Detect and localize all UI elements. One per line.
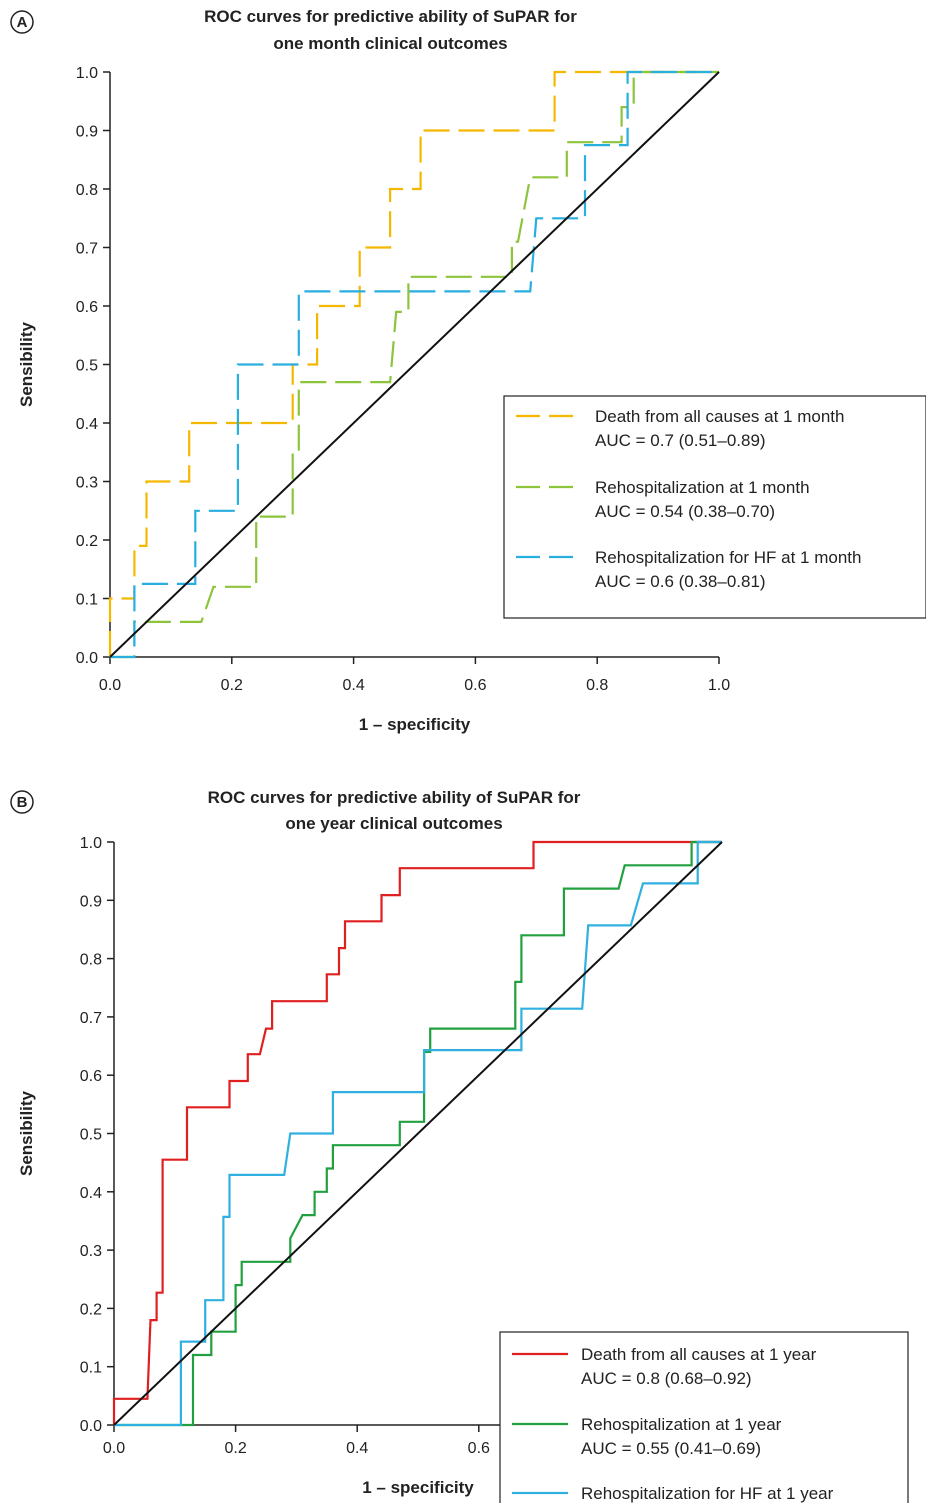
y-tick-label: 0.7 [80,1010,102,1027]
roc-curve-series-2 [114,840,722,1427]
y-tick-label: 0.5 [80,1127,102,1144]
y-tick-label: 0.7 [76,241,98,258]
legend-auc-label: AUC = 0.7 (0.51–0.89) [595,431,766,450]
y-tick-label: 0.2 [76,533,98,550]
x-axis-label: 1 – specificity [359,715,471,734]
y-tick-label: 0.1 [76,592,98,609]
legend-auc-label: AUC = 0.8 (0.68–0.92) [581,1369,752,1388]
chart-title: ROC curves for predictive ability of SuP… [204,7,577,53]
legend-auc-label: AUC = 0.6 (0.38–0.81) [595,572,766,591]
chart-panel-b: B ROC curves for predictive ability of Su… [10,788,909,1503]
legend-series-name: Rehospitalization at 1 month [595,478,810,497]
roc-curve-series-3 [110,70,719,659]
roc-curve-series-2 [110,70,719,659]
y-tick-label: 0.8 [76,182,98,199]
reference-diagonal-line [109,71,720,658]
legend-entry: Rehospitalization at 1 month AUC = 0.54 (… [516,478,810,521]
legend-entry: Rehospitalization at 1 year AUC = 0.55 (0… [512,1415,782,1458]
legend-auc-label: AUC = 0.55 (0.41–0.69) [581,1439,761,1458]
legend-box [499,1331,909,1503]
reference-diagonal-line [113,841,723,1426]
panel-letter: A [17,14,28,31]
x-axis-label: 1 – specificity [362,1478,474,1497]
legend-box [503,395,926,619]
y-tick-label: 1.0 [80,835,102,852]
y-tick-label: 0.6 [76,299,98,316]
y-axis-label: Sensibility [17,1090,36,1176]
y-tick-label: 0.8 [80,952,102,969]
y-tick-label: 0.1 [80,1360,102,1377]
legend-entry: Death from all causes at 1 month AUC = 0.… [516,407,844,450]
chart-title-line: ROC curves for predictive ability of SuP… [204,7,577,26]
legend-series-name: Rehospitalization for HF at 1 year [581,1484,834,1503]
x-tick-label: 0.8 [586,677,608,694]
y-tick-label: 0.6 [80,1068,102,1085]
roc-curve-series-1 [112,840,722,1425]
chart-title-line: one year clinical outcomes [285,814,502,833]
y-tick-label: 0.3 [76,475,98,492]
chart-panel-a: A ROC curves for predictive ability of Su… [10,7,926,734]
roc-curve-series-1 [108,70,719,657]
x-tick-label: 0.2 [224,1440,246,1457]
legend-series-name: Death from all causes at 1 year [581,1345,817,1364]
x-tick-label: 0.6 [468,1440,490,1457]
y-tick-label: 0.9 [80,893,102,910]
panel-label: A [10,10,34,34]
legend-entry: Rehospitalization for HF at 1 month AUC =… [516,548,861,591]
chart-title-line: ROC curves for predictive ability of SuP… [208,788,581,807]
legend-entry: Death from all causes at 1 year AUC = 0.8… [512,1345,817,1388]
y-tick-label: 0.2 [80,1301,102,1318]
panel-label: B [10,790,34,814]
y-tick-label: 0.4 [80,1185,102,1202]
y-tick-label: 0.0 [76,650,98,667]
x-tick-label: 0.2 [221,677,243,694]
legend-series-name: Rehospitalization at 1 year [581,1415,782,1434]
y-tick-label: 1.0 [76,65,98,82]
x-tick-label: 0.4 [342,677,364,694]
x-tick-label: 0.0 [99,677,121,694]
y-tick-label: 0.5 [76,358,98,375]
y-tick-label: 0.4 [76,416,98,433]
x-tick-label: 0.4 [346,1440,368,1457]
y-tick-label: 0.0 [80,1418,102,1435]
y-axis-label: Sensibility [17,321,36,407]
legend: Death from all causes at 1 year AUC = 0.8… [499,1331,909,1503]
legend: Death from all causes at 1 month AUC = 0.… [503,395,926,619]
y-tick-label: 0.9 [76,124,98,141]
x-tick-label: 1.0 [708,677,730,694]
legend-series-name: Rehospitalization for HF at 1 month [595,548,861,567]
roc-curve-series-3 [114,840,722,1427]
y-tick-label: 0.3 [80,1243,102,1260]
x-tick-label: 0.6 [464,677,486,694]
x-tick-label: 0.0 [103,1440,125,1457]
chart-title-line: one month clinical outcomes [273,34,507,53]
chart-title: ROC curves for predictive ability of SuP… [208,788,581,833]
panel-letter: B [17,794,28,811]
legend-series-name: Death from all causes at 1 month [595,407,844,426]
legend-auc-label: AUC = 0.54 (0.38–0.70) [595,502,775,521]
